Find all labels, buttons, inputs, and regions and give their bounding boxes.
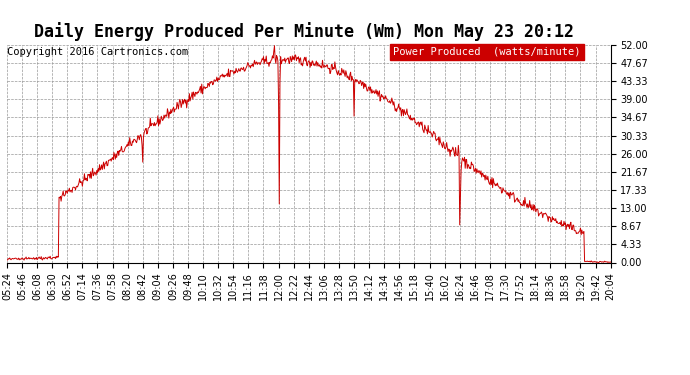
Text: Copyright 2016 Cartronics.com: Copyright 2016 Cartronics.com <box>7 47 188 57</box>
Text: Power Produced  (watts/minute): Power Produced (watts/minute) <box>393 47 581 57</box>
Text: Daily Energy Produced Per Minute (Wm) Mon May 23 20:12: Daily Energy Produced Per Minute (Wm) Mo… <box>34 22 573 42</box>
